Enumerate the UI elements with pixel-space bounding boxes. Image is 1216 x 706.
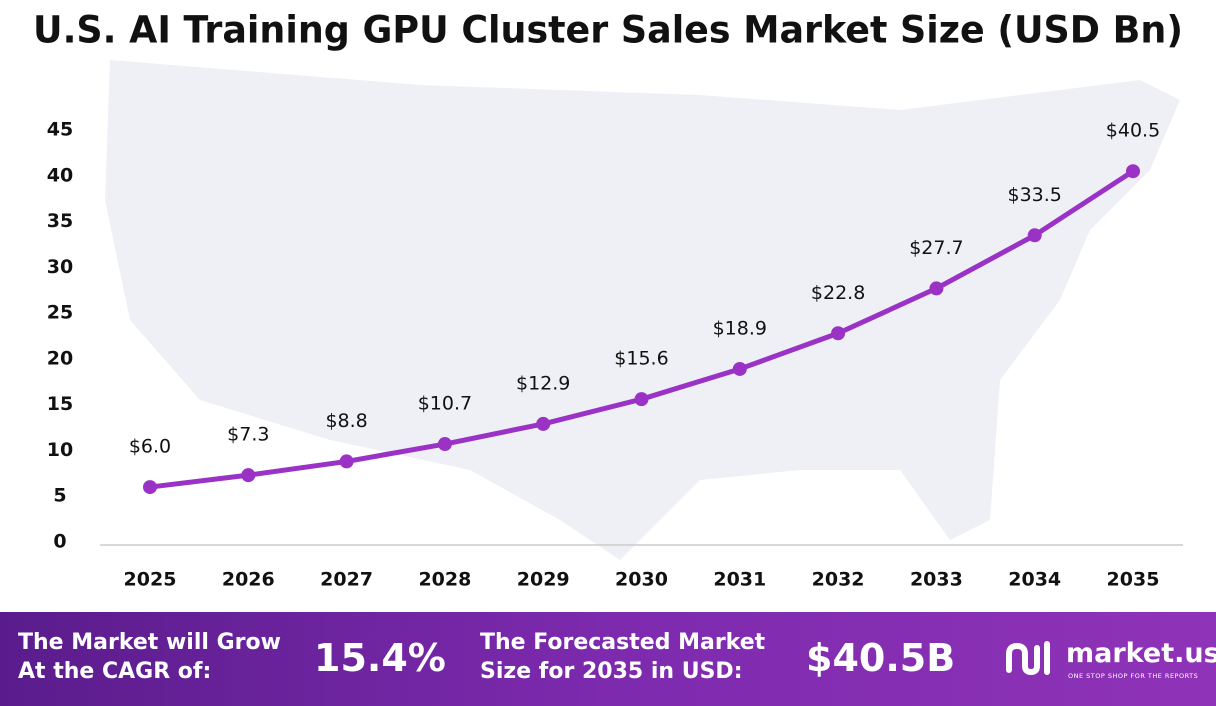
data-label: $12.9 [516,372,570,394]
x-tick-label: 2035 [1107,569,1160,591]
data-label: $18.9 [713,317,767,339]
brand-name: market.us [1066,638,1216,669]
x-tick-label: 2031 [713,569,766,591]
y-tick-label: 5 [53,485,66,507]
x-tick-label: 2032 [812,569,865,591]
point [831,326,846,341]
data-label: $6.0 [129,436,171,458]
data-label: $7.3 [227,424,269,446]
point [536,416,551,431]
y-tick-label: 40 [47,164,73,186]
x-tick-label: 2029 [517,569,570,591]
point [143,480,157,495]
data-label: $8.8 [325,410,367,432]
x-tick-label: 2033 [910,569,963,591]
point [634,392,649,407]
data-label: $15.6 [614,348,668,370]
cagr-label-line: At the CAGR of: [18,659,212,684]
x-tick-label: 2034 [1008,569,1061,591]
data-label: $27.7 [909,237,963,259]
x-tick-label: 2027 [320,569,373,591]
x-tick-label: 2030 [615,569,668,591]
point [1027,228,1042,243]
data-label: $22.8 [811,282,865,304]
cagr-label: The Market will Grow At the CAGR of: [18,628,281,686]
forecast-value: $40.5B [806,636,956,680]
chart: U.S. AI Training GPU Cluster Sales Marke… [33,9,1183,591]
x-tick-label: 2026 [222,569,275,591]
footer-banner: The Market will Grow At the CAGR of: 15.4… [0,612,1216,706]
point [732,361,747,376]
forecast-label-line: The Forecasted Market [480,630,766,655]
y-tick-label: 10 [47,439,73,461]
x-tick-label: 2025 [124,569,177,591]
y-tick-label: 30 [47,256,73,278]
y-tick-label: 20 [47,347,73,369]
data-label: $40.5 [1106,120,1160,142]
y-tick-label: 15 [47,393,73,415]
y-tick-label: 35 [47,210,73,232]
brand-icon-shape [1006,641,1050,676]
data-label: $33.5 [1007,184,1061,206]
point [241,468,256,483]
brand-tagline: ONE STOP SHOP FOR THE REPORTS [1068,672,1199,680]
brand-icon [1006,641,1050,676]
forecast-label: The Forecasted Market Size for 2035 in US… [480,628,765,686]
chart-title: U.S. AI Training GPU Cluster Sales Marke… [33,9,1183,52]
forecast-label-line: Size for 2035 in USD: [480,659,743,684]
point [437,437,452,452]
data-label: $10.7 [418,393,472,415]
y-tick-label: 0 [53,531,66,553]
map-background [105,60,1180,560]
cagr-label-line: The Market will Grow [18,630,281,655]
point [1126,164,1140,179]
x-tick-label: 2028 [418,569,471,591]
y-tick-label: 25 [47,302,73,324]
point [339,454,354,469]
cagr-value: 15.4% [314,636,446,680]
point [929,281,944,296]
y-tick-label: 45 [47,119,73,141]
